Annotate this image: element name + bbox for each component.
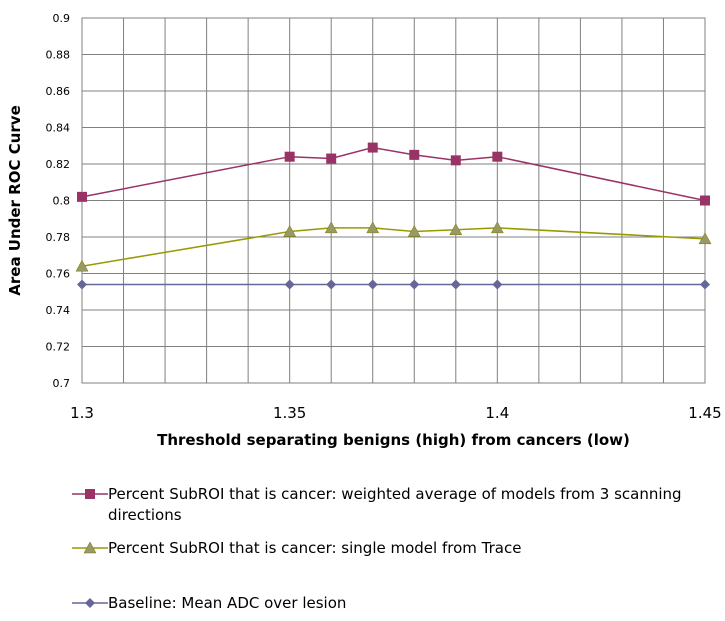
grid (81, 17, 706, 384)
series-square (77, 142, 710, 206)
y-tick-label: 0.72 (46, 341, 71, 354)
data-point-square (450, 155, 461, 166)
data-point-square (492, 151, 503, 162)
data-point-diamond (450, 279, 461, 290)
legend-item-weighted: Percent SubROI that is cancer: weighted … (72, 484, 717, 526)
data-point-triangle (698, 232, 712, 245)
y-tick-label: 0.8 (53, 195, 71, 208)
y-tick-label: 0.86 (46, 85, 71, 98)
legend-label-trace: Percent SubROI that is cancer: single mo… (108, 539, 522, 557)
triangle-marker-icon (72, 541, 108, 554)
data-point-triangle (283, 225, 297, 237)
data-point-square (700, 195, 710, 206)
x-tick-label: 1.3 (70, 404, 94, 422)
data-point-square (77, 191, 87, 202)
y-tick-label: 0.74 (46, 304, 71, 317)
data-point-square (284, 151, 295, 162)
legend: Percent SubROI that is cancer: weighted … (72, 484, 717, 614)
data-point-square (326, 153, 337, 164)
x-axis-title: Threshold separating benigns (high) from… (157, 431, 630, 449)
x-tick-label: 1.4 (485, 404, 509, 422)
x-axis-ticks: 1.3 1.35 1.4 1.45 (70, 404, 722, 422)
legend-item-baseline: Baseline: Mean ADC over lesion (72, 593, 717, 614)
y-tick-label: 0.7 (53, 377, 71, 390)
series-line (81, 146, 706, 202)
series-diamond (77, 279, 710, 290)
y-axis-title: Area Under ROC Curve (6, 105, 24, 295)
legend-item-trace: Percent SubROI that is cancer: single mo… (72, 538, 717, 559)
y-tick-label: 0.84 (46, 122, 71, 135)
diamond-marker-icon (72, 598, 108, 608)
data-point-triangle (366, 221, 380, 234)
x-tick-label: 1.45 (688, 404, 721, 422)
square-marker-icon (72, 489, 108, 499)
data-point-triangle (490, 221, 504, 234)
data-point-diamond (409, 279, 420, 290)
y-tick-label: 0.88 (46, 49, 71, 62)
data-point-diamond (77, 279, 87, 290)
data-point-square (409, 149, 420, 160)
data-point-diamond (700, 279, 710, 290)
data-point-triangle (407, 225, 421, 237)
y-tick-label: 0.76 (46, 268, 71, 281)
data-point-triangle (75, 259, 89, 272)
series-triangle (75, 221, 712, 272)
y-tick-label: 0.82 (46, 158, 71, 171)
data-point-diamond (367, 279, 378, 290)
chart: 0.9 0.88 0.86 0.84 0.82 0.8 0.78 0.76 0.74 0.72 0.… (6, 12, 722, 449)
data-point-diamond (284, 279, 295, 290)
data-point-triangle (449, 223, 463, 235)
legend-label-baseline: Baseline: Mean ADC over lesion (108, 594, 347, 612)
y-axis-ticks: 0.9 0.88 0.86 0.84 0.82 0.8 0.78 0.76 0.74 0.72 0.… (46, 12, 71, 390)
data-point-triangle (324, 221, 338, 234)
data-point-diamond (326, 279, 337, 290)
data-point-square (367, 142, 378, 153)
y-tick-label: 0.78 (46, 231, 71, 244)
series-line (81, 227, 706, 267)
legend-label-weighted: Percent SubROI that is cancer: weighted … (108, 485, 682, 524)
y-tick-label: 0.9 (53, 12, 71, 25)
data-point-diamond (492, 279, 503, 290)
x-tick-label: 1.35 (273, 404, 306, 422)
series-group (75, 142, 712, 290)
